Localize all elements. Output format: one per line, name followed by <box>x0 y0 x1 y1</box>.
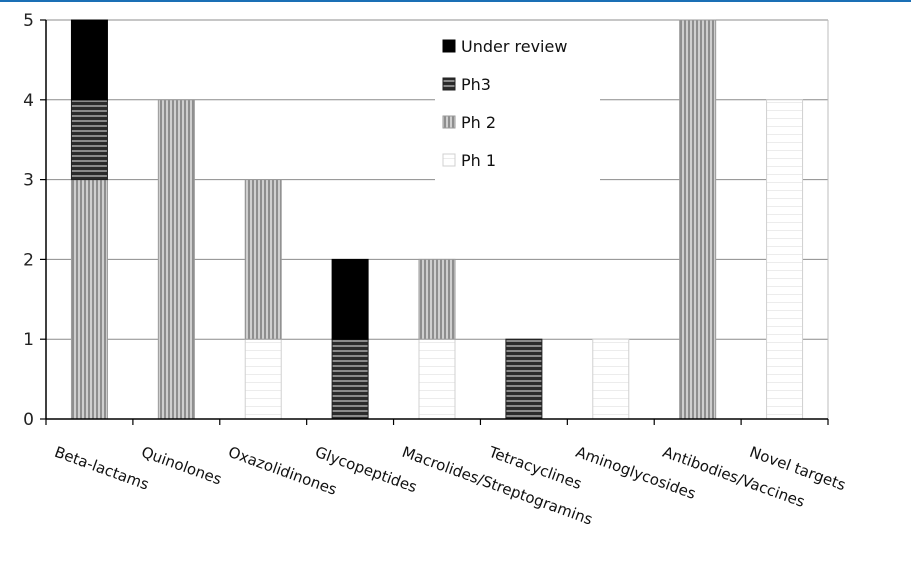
bar-macrolides-streptogramins-ph-1 <box>418 338 456 420</box>
x-tick-label-beta-lactams: Beta-lactams <box>52 443 151 494</box>
y-tick-label-5: 5 <box>23 11 34 31</box>
bar-beta-lactams-ph3 <box>70 99 108 181</box>
legend-swatch-under-review <box>442 39 456 53</box>
bar-aminoglycosides-ph-1 <box>592 338 630 420</box>
bar-tetracyclines-ph3 <box>505 338 543 420</box>
bar-glycopeptides-under-review <box>331 258 369 340</box>
y-tick-label-0: 0 <box>23 410 34 430</box>
y-tick-label-3: 3 <box>23 171 34 191</box>
bar-novel-targets-ph-1 <box>766 99 804 420</box>
legend-label-ph-2: Ph 2 <box>461 113 496 132</box>
legend-swatch-ph-2 <box>442 115 456 129</box>
y-tick-label-4: 4 <box>23 91 34 111</box>
legend-label-ph-1: Ph 1 <box>461 151 496 170</box>
bar-macrolides-streptogramins-ph-2 <box>418 258 456 340</box>
top-border-line <box>0 0 911 2</box>
legend-label-ph3: Ph3 <box>461 75 491 94</box>
bar-antibodies-vaccines-ph-2 <box>679 19 717 420</box>
legend-label-under-review: Under review <box>461 37 567 56</box>
x-tick-label-antibodies-vaccines: Antibodies/Vaccines <box>660 443 807 511</box>
bar-glycopeptides-ph3 <box>331 338 369 420</box>
y-tick-label-1: 1 <box>23 330 34 350</box>
x-tick-label-quinolones: Quinolones <box>139 443 224 489</box>
legend-swatch-ph3 <box>442 77 456 91</box>
bar-beta-lactams-ph-2 <box>70 179 108 420</box>
legend-background <box>435 30 600 184</box>
y-tick-label-2: 2 <box>23 250 34 270</box>
bar-quinolones-ph-2 <box>157 99 195 420</box>
legend: Under review Ph3 Ph 2 Ph 1 <box>435 30 600 184</box>
legend-swatch-ph-1 <box>442 153 456 167</box>
bars <box>70 19 804 420</box>
bar-oxazolidinones-ph-2 <box>244 179 282 340</box>
bar-beta-lactams-under-review <box>70 19 108 101</box>
bar-oxazolidinones-ph-1 <box>244 338 282 420</box>
